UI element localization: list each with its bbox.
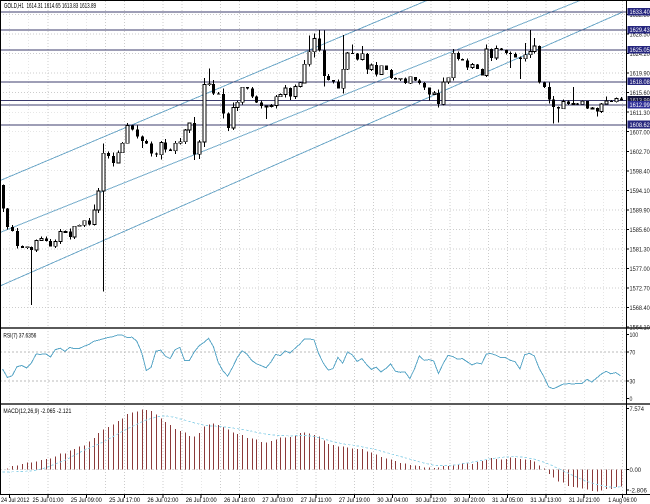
svg-text:1624.20: 1624.20 <box>630 51 650 58</box>
svg-text:31 Jul 05:00: 31 Jul 05:00 <box>492 497 523 504</box>
svg-text:25 Jul 17:00: 25 Jul 17:00 <box>109 497 140 504</box>
svg-text:1628.50: 1628.50 <box>630 32 650 39</box>
svg-text:1581.30: 1581.30 <box>630 247 650 254</box>
svg-text:RSI(7) 37.6356: RSI(7) 37.6356 <box>3 332 36 339</box>
svg-text:1608.62: 1608.62 <box>630 122 650 129</box>
svg-text:1568.40: 1568.40 <box>630 305 650 312</box>
svg-text:1612.99: 1612.99 <box>630 102 650 109</box>
svg-text:25 Jul 09:00: 25 Jul 09:00 <box>71 497 102 504</box>
svg-text:27 Jul 11:00: 27 Jul 11:00 <box>301 497 332 504</box>
svg-text:1 Aug 06:00: 1 Aug 06:00 <box>608 497 637 504</box>
svg-text:1585.60: 1585.60 <box>630 227 650 234</box>
svg-text:1611.30: 1611.30 <box>630 110 650 117</box>
svg-text:1594.10: 1594.10 <box>630 188 650 195</box>
svg-text:30: 30 <box>630 378 636 385</box>
svg-text:1629.43: 1629.43 <box>630 27 650 34</box>
svg-text:24 Jul 2012: 24 Jul 2012 <box>1 497 30 504</box>
svg-text:1598.40: 1598.40 <box>630 168 650 175</box>
svg-text:27 Jul 19:00: 27 Jul 19:00 <box>339 497 370 504</box>
svg-text:25 Jul 01:00: 25 Jul 01:00 <box>33 497 64 504</box>
svg-text:1589.90: 1589.90 <box>630 208 650 215</box>
svg-text:26 Jul 18:00: 26 Jul 18:00 <box>224 497 255 504</box>
svg-text:0.00: 0.00 <box>630 467 642 474</box>
svg-text:1619.90: 1619.90 <box>630 71 650 78</box>
svg-text:0: 0 <box>630 396 633 403</box>
svg-text:27 Jul 03:00: 27 Jul 03:00 <box>262 497 293 504</box>
svg-text:1632.80: 1632.80 <box>630 12 650 19</box>
svg-text:31 Jul 21:00: 31 Jul 21:00 <box>569 497 600 504</box>
svg-text:30 Jul 20:00: 30 Jul 20:00 <box>454 497 485 504</box>
svg-text:100: 100 <box>630 332 639 339</box>
svg-text:1572.70: 1572.70 <box>630 286 650 293</box>
svg-text:1602.70: 1602.70 <box>630 149 650 156</box>
svg-text:26 Jul 10:00: 26 Jul 10:00 <box>186 497 217 504</box>
svg-text:26 Jul 02:00: 26 Jul 02:00 <box>147 497 178 504</box>
svg-text:1618.08: 1618.08 <box>630 79 650 86</box>
svg-text:MACD(12,26,9) -2.065 -2.121: MACD(12,26,9) -2.065 -2.121 <box>3 408 71 415</box>
svg-text:1615.60: 1615.60 <box>630 90 650 97</box>
svg-text:1633.40: 1633.40 <box>630 9 650 16</box>
svg-text:1577.00: 1577.00 <box>630 266 650 273</box>
svg-text:1564.10: 1564.10 <box>630 325 650 332</box>
svg-text:31 Jul 13:00: 31 Jul 13:00 <box>530 497 561 504</box>
svg-text:30 Jul 04:00: 30 Jul 04:00 <box>377 497 408 504</box>
svg-text:GOLD,H1 1614.31 1614.65 1613.: GOLD,H1 1614.31 1614.65 1613.83 1613.89 <box>4 3 96 10</box>
svg-text:30 Jul 12:00: 30 Jul 12:00 <box>416 497 447 504</box>
svg-text:-2.806: -2.806 <box>630 488 648 495</box>
svg-text:70: 70 <box>630 349 636 356</box>
svg-text:1625.05: 1625.05 <box>630 47 650 54</box>
svg-text:7.574: 7.574 <box>630 406 645 413</box>
svg-text:1607.00: 1607.00 <box>630 129 650 136</box>
